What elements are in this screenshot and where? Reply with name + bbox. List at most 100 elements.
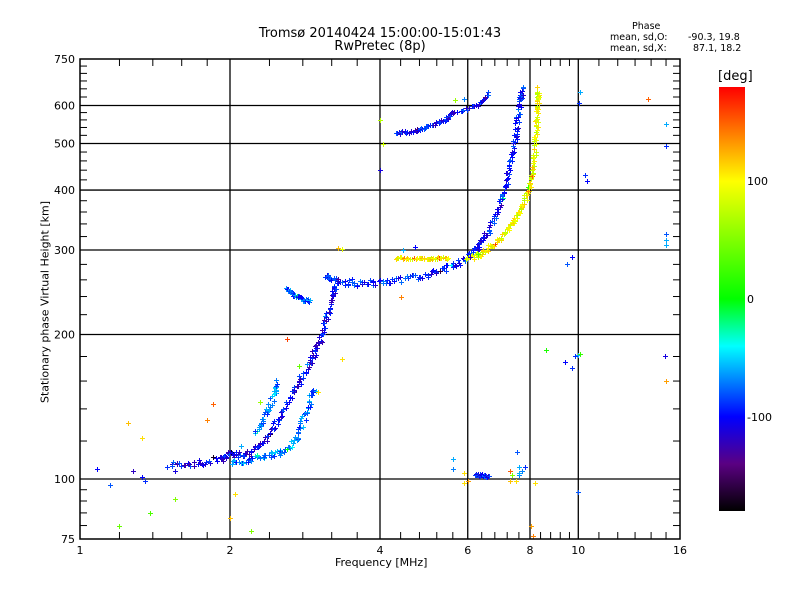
colorbar-tick-label: -100: [747, 411, 772, 424]
data-point: [400, 129, 405, 134]
data-point: [535, 85, 540, 90]
data-point: [479, 100, 484, 105]
data-point: [434, 271, 439, 276]
data-point: [449, 263, 454, 268]
data-point: [297, 364, 302, 369]
data-point: [270, 426, 275, 431]
data-point: [308, 355, 313, 360]
x-tick-label: 6: [464, 544, 471, 557]
data-point: [487, 474, 492, 479]
data-point: [492, 214, 497, 219]
data-point: [434, 120, 439, 125]
data-point: [453, 263, 458, 268]
data-point: [284, 406, 289, 411]
data-point: [487, 225, 492, 230]
data-point: [269, 450, 274, 455]
data-point: [304, 371, 309, 376]
data-point: [532, 164, 537, 169]
chart-subtitle: RwPretec (8p): [334, 39, 426, 54]
data-point: [513, 140, 518, 145]
data-point: [272, 419, 277, 424]
data-point: [215, 459, 220, 464]
data-point: [392, 279, 397, 284]
data-point: [371, 280, 376, 285]
data-point: [469, 251, 474, 256]
data-point: [452, 110, 457, 115]
chart-title: Tromsø 20140424 15:00:00-15:01:43: [258, 26, 502, 41]
data-point: [330, 289, 335, 294]
data-point: [306, 367, 311, 372]
tick-labels: 1 2 4 6 8 10 16 75 100 200 300 400 500 600 750: [54, 53, 687, 557]
data-point: [248, 458, 253, 463]
data-point: [347, 278, 352, 283]
data-point: [280, 409, 285, 414]
data-point: [533, 119, 538, 124]
data-point: [331, 294, 336, 299]
data-point: [350, 280, 355, 285]
data-point: [299, 295, 304, 300]
data-point: [298, 426, 303, 431]
data-point: [481, 235, 486, 240]
data-point: [296, 427, 301, 432]
data-point: [313, 355, 318, 360]
data-point: [268, 405, 273, 410]
data-point: [514, 135, 519, 140]
data-point: [333, 291, 338, 296]
data-point: [507, 159, 512, 164]
data-point: [306, 299, 311, 304]
data-point: [200, 462, 205, 467]
data-point: [377, 279, 382, 284]
data-point: [531, 171, 536, 176]
data-point: [481, 249, 486, 254]
data-point: [396, 256, 401, 261]
data-point: [510, 155, 515, 160]
data-point: [484, 233, 489, 238]
data-point: [208, 461, 213, 466]
data-point: [307, 365, 312, 370]
data-point: [95, 467, 100, 472]
data-point: [279, 415, 284, 420]
data-point: [576, 353, 581, 358]
data-point: [474, 103, 479, 108]
data-point: [259, 422, 264, 427]
data-point: [531, 167, 536, 172]
data-point: [436, 255, 441, 260]
data-point: [487, 228, 492, 233]
data-point: [426, 124, 431, 129]
data-point: [332, 285, 337, 290]
data-point: [485, 248, 490, 253]
data-point: [314, 346, 319, 351]
data-point: [268, 396, 273, 401]
data-point: [451, 457, 456, 462]
data-point: [329, 300, 334, 305]
phase-stats-x-label: mean, sd,X:: [610, 43, 667, 54]
colorbar-label: [deg]: [718, 69, 753, 84]
data-point: [273, 450, 278, 455]
data-point: [262, 439, 267, 444]
data-point: [534, 124, 539, 129]
data-point: [340, 247, 345, 252]
data-point: [290, 445, 295, 450]
data-point: [126, 421, 131, 426]
data-point: [423, 272, 428, 277]
data-point: [314, 353, 319, 358]
data-point: [494, 216, 499, 221]
data-point: [480, 99, 485, 104]
data-point: [664, 144, 669, 149]
data-point: [524, 191, 529, 196]
data-point: [466, 479, 471, 484]
data-point: [260, 417, 265, 422]
data-point: [310, 349, 315, 354]
data-point: [573, 354, 578, 359]
x-tick-label: 1: [77, 544, 84, 557]
data-point: [511, 144, 516, 149]
data-point: [534, 130, 539, 135]
data-point: [477, 241, 482, 246]
data-point: [295, 438, 300, 443]
data-point: [261, 419, 266, 424]
data-point: [512, 216, 517, 221]
y-tick-label: 75: [61, 533, 75, 546]
data-point: [534, 142, 539, 147]
data-point: [526, 189, 531, 194]
data-point: [289, 439, 294, 444]
